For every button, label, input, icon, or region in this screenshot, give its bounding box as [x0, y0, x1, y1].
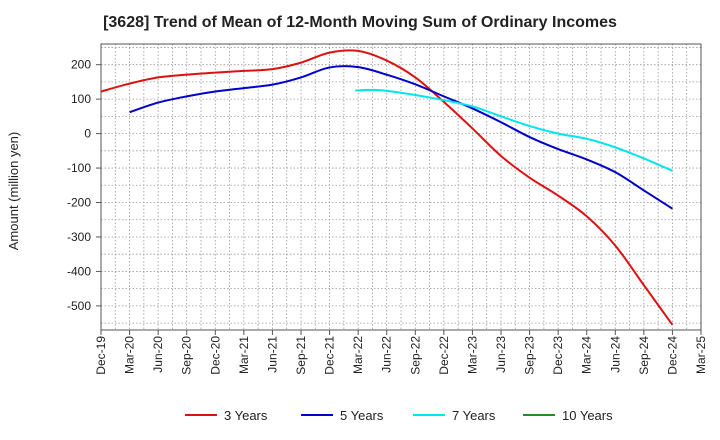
- y-tick-label: 100: [71, 92, 91, 106]
- y-tick-label: -500: [67, 299, 91, 313]
- legend-label-7-years: 7 Years: [452, 408, 496, 423]
- y-tick-label: -300: [67, 230, 91, 244]
- y-tick-label: -100: [67, 161, 91, 175]
- series-line-3-years: [100, 49, 674, 326]
- legend-label-3-years: 3 Years: [224, 408, 268, 423]
- x-tick-label: Jun-24: [608, 336, 622, 373]
- x-tick-labels: Dec-19 Mar-20 Jun-20 Sep-20 Dec-20 Mar-21 Jun-…: [94, 330, 708, 375]
- x-tick-label: Mar-21: [237, 336, 251, 374]
- x-tick-label: Sep-22: [408, 336, 422, 375]
- x-tick-label: Sep-24: [637, 336, 651, 375]
- series-line-7-years: [355, 88, 673, 172]
- x-tick-label: Mar-25: [694, 336, 708, 374]
- x-tick-label: Mar-23: [465, 336, 479, 374]
- legend-label-10-years: 10 Years: [562, 408, 613, 423]
- x-tick-label: Jun-20: [151, 336, 165, 373]
- legend-label-5-years: 5 Years: [340, 408, 384, 423]
- y-tick-label: 200: [71, 58, 91, 72]
- y-tick-label: -400: [67, 264, 91, 278]
- legend: 3 Years 5 Years 7 Years 10 Years: [185, 408, 613, 423]
- x-tick-label: Sep-23: [523, 336, 537, 375]
- y-tick-label: -200: [67, 196, 91, 210]
- x-tick-label: Dec-23: [551, 336, 565, 375]
- chart-title: [3628] Trend of Mean of 12-Month Moving …: [103, 14, 617, 31]
- y-tick-labels: 200 100 0 -100 -200 -300 -400 -500: [67, 58, 101, 313]
- x-tick-label: Dec-22: [437, 336, 451, 375]
- x-tick-label: Jun-23: [494, 336, 508, 373]
- x-tick-label: Jun-22: [380, 336, 394, 373]
- x-tick-label: Sep-21: [294, 336, 308, 375]
- x-tick-label: Jun-21: [265, 336, 279, 373]
- plot-area: [100, 43, 702, 331]
- x-tick-label: Sep-20: [180, 336, 194, 375]
- y-axis-label: Amount (million yen): [6, 132, 21, 251]
- x-tick-label: Mar-24: [580, 336, 594, 374]
- y-tick-label: 0: [84, 127, 91, 141]
- x-tick-label: Mar-20: [123, 336, 137, 374]
- grid: [101, 44, 701, 330]
- x-tick-label: Mar-22: [351, 336, 365, 374]
- series-lines: [100, 49, 674, 326]
- x-tick-label: Dec-24: [665, 336, 679, 375]
- x-tick-label: Dec-19: [94, 336, 108, 375]
- series-line-5-years: [129, 65, 673, 210]
- x-tick-label: Dec-21: [323, 336, 337, 375]
- x-tick-label: Dec-20: [208, 336, 222, 375]
